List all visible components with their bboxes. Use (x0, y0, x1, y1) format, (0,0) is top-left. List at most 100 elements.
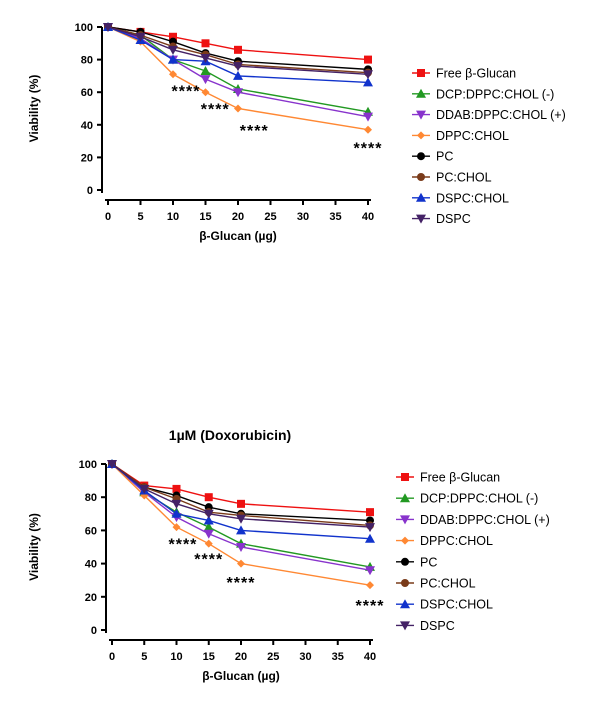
y-tick-label: 0 (91, 625, 97, 637)
y-tick-label: 20 (85, 592, 97, 604)
y-tick-label: 100 (75, 22, 93, 34)
data-point (236, 514, 246, 524)
data-point (204, 539, 213, 548)
legend-item: DCP:DPPC:CHOL (-) (396, 492, 538, 506)
x-tick-label: 35 (329, 211, 341, 223)
y-tick-label: 20 (81, 152, 93, 164)
x-tick-label: 5 (137, 211, 143, 223)
data-point (200, 53, 211, 63)
series-line (107, 26, 369, 74)
y-tick-label: 60 (85, 525, 97, 537)
legend-label: Free β-Glucan (420, 471, 500, 485)
data-point (234, 45, 242, 54)
series-line (107, 26, 369, 118)
x-tick-label: 15 (199, 211, 211, 223)
data-point (172, 523, 181, 532)
x-tick-label: 0 (109, 651, 115, 663)
significance-annotation: **** (240, 123, 269, 140)
data-point (237, 559, 245, 568)
data-point (203, 522, 214, 532)
legend-item: PC (412, 150, 453, 164)
x-tick-label: 40 (364, 651, 376, 663)
data-point (201, 39, 210, 48)
data-point (237, 499, 245, 508)
series-7 (103, 23, 373, 80)
legend-marker (400, 599, 410, 609)
x-tick-label: 25 (264, 211, 276, 223)
significance-annotation: **** (194, 552, 223, 569)
legend-label: DSPC (420, 619, 455, 633)
legend-item: Free β-Glucan (396, 471, 500, 485)
data-point (363, 77, 373, 87)
x-tick-label: 25 (267, 651, 279, 663)
x-tick-label: 30 (297, 211, 309, 223)
data-point (366, 508, 374, 517)
x-tick-label: 20 (232, 211, 244, 223)
legend-marker (401, 579, 409, 587)
legend-marker (416, 110, 426, 120)
legend-label: DSPC:CHOL (420, 598, 493, 612)
legend-item: DSPC (412, 212, 471, 226)
series-line (107, 26, 369, 84)
x-tick-label: 15 (203, 651, 215, 663)
legend-label: PC:CHOL (420, 577, 476, 591)
significance-annotation: **** (201, 102, 230, 119)
legend-item: PC:CHOL (412, 171, 492, 185)
data-point (236, 543, 246, 552)
y-tick-label: 80 (85, 492, 97, 504)
x-tick-label: 30 (299, 651, 311, 663)
legend: Free β-Glucan DCP:DPPC:CHOL (-) DDAB:DPPC:… (412, 67, 566, 226)
data-point (363, 112, 373, 122)
x-tick-label: 20 (235, 651, 247, 663)
legend-label: DCP:DPPC:CHOL (-) (436, 87, 554, 101)
legend-marker (416, 88, 426, 98)
series-line (111, 463, 371, 527)
data-point (103, 23, 113, 32)
x-tick-label: 10 (167, 211, 179, 223)
legend-label: DPPC:CHOL (436, 129, 509, 143)
legend-item: Free β-Glucan (412, 67, 516, 81)
legend-item: DSPC:CHOL (412, 191, 509, 205)
y-tick-label: 0 (87, 185, 93, 197)
data-point (234, 104, 242, 113)
data-point (172, 484, 181, 493)
data-point (365, 566, 375, 576)
legend-item: DCP:DPPC:CHOL (-) (412, 87, 554, 101)
data-point (169, 70, 177, 79)
x-tick-label: 10 (170, 651, 182, 663)
legend-label: DPPC:CHOL (420, 534, 493, 548)
data-point (171, 508, 182, 518)
x-tick-label: 35 (332, 651, 344, 663)
data-point (366, 581, 374, 590)
legend-label: PC:CHOL (436, 171, 492, 185)
series-line (111, 463, 371, 586)
legend-item: DDAB:DPPC:CHOL (+) (412, 108, 566, 122)
y-tick-label: 40 (81, 120, 93, 132)
data-point (201, 88, 210, 97)
x-tick-label: 5 (141, 651, 147, 663)
chart-panel-bottom: 1µM (Doxorubicin) 0 20 40 60 80 100 0 5 10 15 20 25 3… (27, 427, 550, 683)
legend-marker (400, 515, 410, 525)
data-point (168, 54, 178, 64)
series-line (111, 463, 371, 528)
data-point (364, 55, 372, 64)
data-point (233, 70, 243, 80)
legend-item: DDAB:DPPC:CHOL (+) (396, 513, 550, 527)
data-point (200, 66, 211, 76)
legend-marker (400, 621, 410, 631)
significance-annotation: **** (227, 575, 256, 592)
data-point (200, 75, 211, 85)
y-tick-label: 100 (79, 459, 97, 471)
legend-label: DSPC:CHOL (436, 191, 509, 205)
legend-item: DPPC:CHOL (396, 534, 493, 548)
y-tick-label: 80 (81, 55, 93, 67)
legend-label: PC (436, 150, 453, 164)
y-axis-label: Viability (%) (27, 75, 41, 143)
legend-label: PC (420, 555, 437, 569)
chart-title: 1µM (Doxorubicin) (169, 427, 291, 443)
data-point (139, 484, 150, 494)
legend-marker (401, 536, 409, 545)
legend-label: Free β-Glucan (436, 67, 516, 81)
significance-annotation: **** (172, 84, 201, 101)
